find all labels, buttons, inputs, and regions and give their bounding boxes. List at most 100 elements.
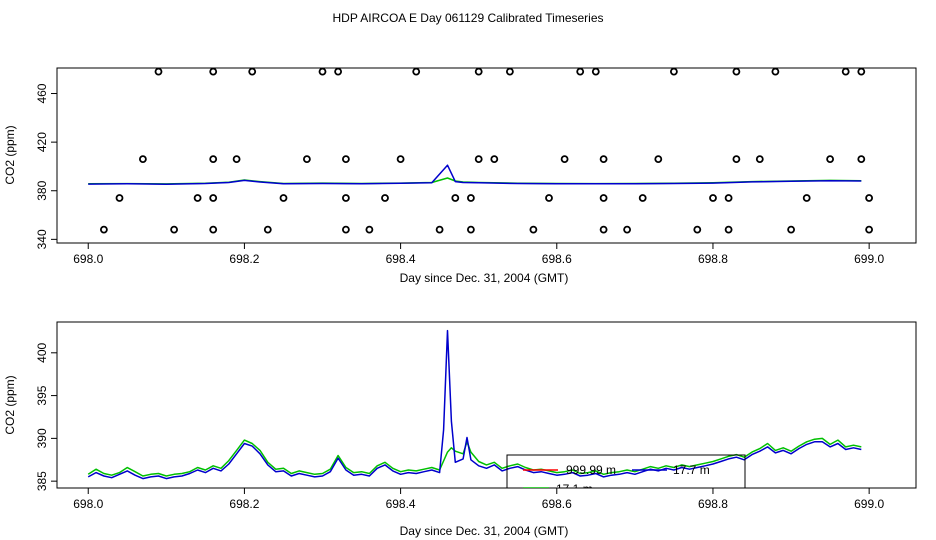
top-marker-30	[115, 194, 124, 202]
top-marker-20	[396, 155, 405, 164]
top-xtick-label-4: 698.8	[698, 252, 728, 266]
top-marker-53	[529, 225, 538, 234]
legend: 999.99 m 17.7 m 17.1 m	[506, 454, 746, 496]
top-marker-47	[209, 225, 218, 234]
top-marker-29	[857, 155, 866, 164]
top-marker-55	[623, 225, 631, 234]
top-marker-33	[279, 194, 288, 202]
top-ytick-label-1: 380	[35, 180, 49, 200]
top-marker-32	[209, 194, 218, 202]
top-marker-19	[341, 155, 350, 164]
bottom-xtick-label-3: 698.6	[542, 497, 572, 511]
top-marker-56	[693, 225, 702, 234]
top-marker-9	[591, 68, 600, 76]
top-marker-35	[381, 194, 389, 202]
top-panel-axes: 698.0 698.2 698.4 698.6 698.8 699.0 340 380 420 4…	[35, 83, 884, 266]
top-marker-1	[209, 68, 218, 76]
top-marker-43	[802, 194, 811, 202]
top-marker-54	[599, 225, 608, 234]
top-marker-48	[263, 225, 272, 234]
bottom-panel: 698.0 698.2 698.4 698.6 698.8 699.0 385 390 395 4…	[3, 321, 917, 538]
legend-label-2: 17.1 m	[556, 482, 593, 496]
top-xtick-label-5: 699.0	[854, 252, 884, 266]
top-xtick-label-0: 698.0	[73, 252, 103, 266]
top-marker-13	[841, 68, 850, 76]
bottom-ytick-label-2: 395	[35, 385, 49, 405]
bottom-ytick-label-0: 385	[35, 471, 49, 491]
bottom-xtick-label-0: 698.0	[73, 497, 103, 511]
top-marker-21	[474, 155, 483, 164]
top-marker-45	[100, 225, 108, 234]
top-marker-49	[341, 225, 350, 234]
legend-box	[506, 454, 746, 488]
top-marker-4	[334, 68, 342, 76]
top-marker-3	[318, 68, 327, 76]
top-marker-37	[466, 194, 475, 202]
top-marker-2	[248, 68, 257, 76]
bottom-panel-axes: 698.0 698.2 698.4 698.6 698.8 699.0 385 390 395 4…	[35, 342, 884, 511]
bottom-panel-xlabel: Day since Dec. 31, 2004 (GMT)	[400, 524, 569, 538]
bottom-xtick-label-1: 698.2	[229, 497, 259, 511]
top-marker-12	[771, 68, 780, 76]
top-panel-ylabel: CO2 (ppm)	[3, 125, 17, 184]
top-marker-6	[474, 68, 483, 76]
figure-title: HDP AIRCOA E Day 061129 Calibrated Times…	[332, 11, 603, 25]
top-marker-39	[599, 194, 608, 202]
bottom-xtick-label-5: 699.0	[854, 497, 884, 511]
top-marker-5	[412, 68, 421, 76]
top-xtick-label-3: 698.6	[542, 252, 572, 266]
top-series-blue	[88, 164, 862, 185]
top-marker-34	[341, 194, 350, 202]
bottom-xtick-label-4: 698.8	[698, 497, 728, 511]
top-marker-10	[670, 68, 678, 76]
top-marker-46	[170, 225, 179, 234]
top-marker-57	[724, 225, 733, 234]
bottom-xtick-label-2: 698.4	[386, 497, 416, 511]
top-panel-xlabel: Day since Dec. 31, 2004 (GMT)	[400, 271, 569, 285]
top-marker-36	[451, 194, 460, 202]
top-marker-40	[638, 194, 647, 202]
top-marker-14	[857, 68, 866, 76]
top-marker-38	[545, 194, 553, 202]
top-marker-25	[654, 155, 663, 164]
top-ytick-label-0: 340	[35, 229, 49, 249]
top-marker-17	[232, 155, 241, 164]
top-xtick-label-2: 698.4	[386, 252, 416, 266]
bottom-panel-ylabel: CO2 (ppm)	[3, 375, 17, 434]
top-panel-frame	[56, 67, 917, 244]
top-marker-23	[560, 155, 569, 164]
top-marker-15	[138, 155, 147, 164]
top-marker-59	[865, 225, 873, 234]
top-marker-52	[466, 225, 475, 234]
top-ytick-label-2: 420	[35, 132, 49, 152]
top-marker-0	[154, 68, 163, 76]
top-marker-41	[709, 194, 717, 202]
top-marker-18	[302, 155, 311, 164]
top-marker-16	[209, 155, 218, 164]
top-panel-marks	[88, 68, 873, 234]
top-marker-8	[576, 68, 585, 76]
top-marker-11	[732, 68, 741, 76]
top-ytick-label-3: 460	[35, 83, 49, 103]
bottom-ytick-label-3: 400	[35, 342, 49, 362]
top-panel: 698.0 698.2 698.4 698.6 698.8 699.0 340 380 420 4…	[3, 67, 917, 285]
bottom-panel-frame	[56, 321, 917, 489]
bottom-series-blue	[87, 329, 862, 480]
top-marker-31	[193, 194, 202, 202]
legend-label-1: 17.7 m	[673, 463, 710, 477]
top-marker-58	[787, 225, 795, 234]
top-marker-24	[599, 155, 608, 164]
top-marker-44	[865, 194, 873, 202]
bottom-ytick-label-1: 390	[35, 428, 49, 448]
top-marker-7	[506, 68, 514, 76]
top-marker-42	[724, 194, 733, 202]
top-marker-51	[435, 225, 444, 234]
top-xtick-label-1: 698.2	[229, 252, 259, 266]
top-marker-26	[732, 155, 741, 164]
top-marker-50	[365, 225, 374, 234]
top-marker-27	[755, 155, 764, 164]
top-marker-28	[826, 155, 834, 164]
top-marker-22	[490, 155, 499, 164]
legend-label-0: 999.99 m	[566, 463, 616, 477]
